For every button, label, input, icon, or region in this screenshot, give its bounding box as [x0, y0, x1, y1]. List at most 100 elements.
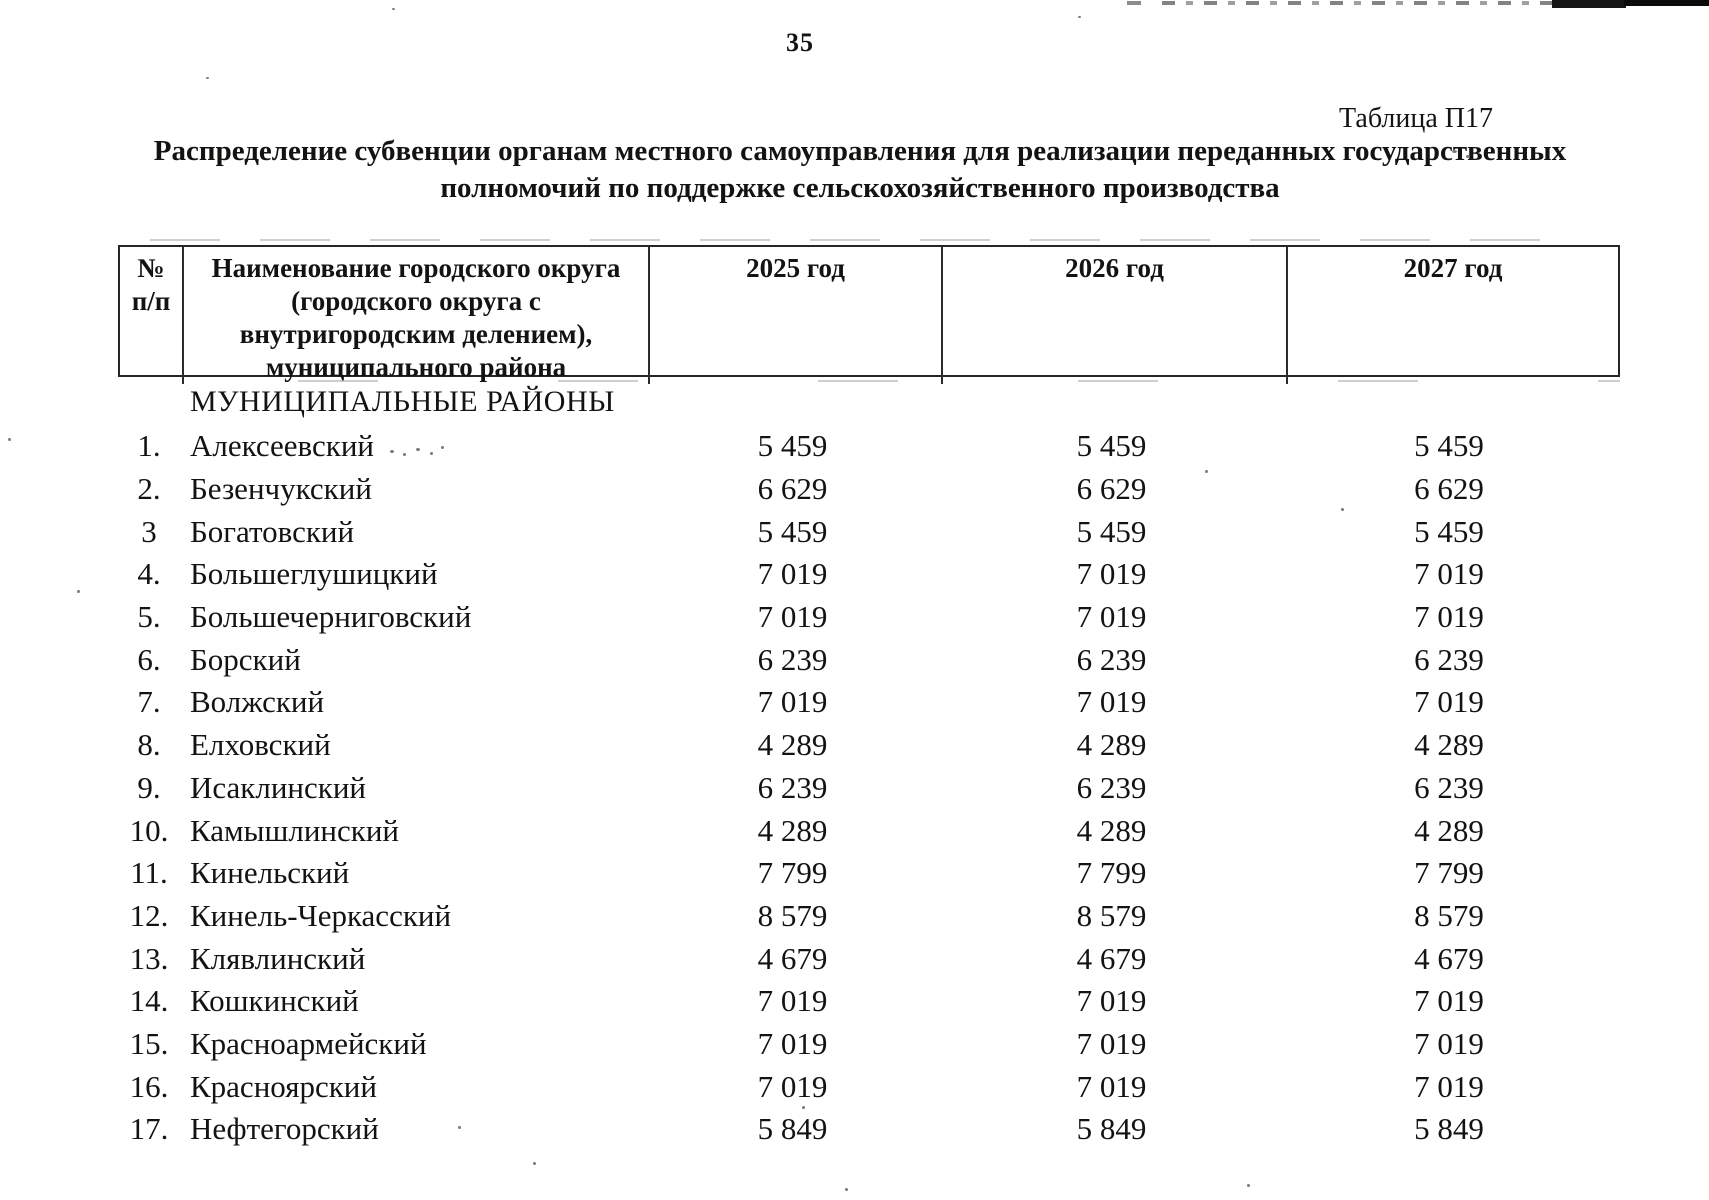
- table-row: 8. Елховский 4 289 4 289 4 289: [118, 724, 1620, 767]
- scan-speck: [403, 453, 406, 456]
- district-name-cell: Красноярский: [190, 1068, 377, 1104]
- row-number-cell: 3: [141, 513, 157, 549]
- table-row: 1. Алексеевский 5 459 5 459 5 459: [118, 425, 1620, 468]
- value-2025-cell: 7 019: [757, 599, 828, 635]
- value-2026-cell: 6 239: [1076, 641, 1147, 677]
- value-2027-cell: 6 629: [1414, 471, 1484, 507]
- value-2027-cell: 6 239: [1414, 769, 1484, 805]
- value-2027-cell: 7 799: [1414, 855, 1484, 891]
- scan-speck: [802, 1106, 805, 1109]
- value-2025-cell: 4 289: [757, 812, 828, 848]
- header-cell-2025: 2025 год: [648, 247, 941, 384]
- value-2027-cell: 7 019: [1414, 1068, 1484, 1104]
- row-number-cell: 1.: [137, 428, 161, 464]
- scan-speck: [206, 77, 209, 79]
- scan-speck: [1078, 16, 1081, 18]
- table-body-rows: 1. Алексеевский 5 459 5 459 5 459 2. Без…: [118, 425, 1620, 1151]
- value-2027-cell: 7 019: [1414, 684, 1484, 720]
- row-number-cell: 6.: [137, 641, 161, 677]
- table-body: МУНИЦИПАЛЬНЫЕ РАЙОНЫ 1. Алексеевский 5 4…: [118, 379, 1620, 1151]
- table-row: 14. Кошкинский 7 019 7 019 7 019: [118, 980, 1620, 1023]
- value-2026-cell: 4 289: [1076, 727, 1147, 763]
- table-caption-label: Таблица П17: [1339, 103, 1493, 134]
- scan-speck: [441, 446, 444, 449]
- table-row: 2. Безенчукский 6 629 6 629 6 629: [118, 468, 1620, 511]
- value-2027-cell: 8 579: [1414, 897, 1484, 933]
- scan-artifact: [1162, 1, 1558, 5]
- row-number-cell: 10.: [129, 812, 169, 848]
- district-name-cell: Исаклинский: [190, 769, 366, 805]
- value-2025-cell: 7 019: [757, 684, 828, 720]
- table-row: 13. Клявлинский 4 679 4 679 4 679: [118, 937, 1620, 980]
- value-2025-cell: 7 019: [757, 556, 828, 592]
- value-2027-cell: 6 239: [1414, 641, 1484, 677]
- table-row: 16. Красноярский 7 019 7 019 7 019: [118, 1065, 1620, 1108]
- scan-speck: [77, 590, 80, 593]
- row-number-cell: 7.: [137, 684, 161, 720]
- header-cell-name: Наименование городского округа (городско…: [182, 247, 648, 384]
- table-row: 11. Кинельский 7 799 7 799 7 799: [118, 852, 1620, 895]
- district-name-cell: Нефтегорский: [190, 1111, 379, 1147]
- value-2026-cell: 7 799: [1076, 855, 1147, 891]
- district-name-cell: Клявлинский: [190, 940, 366, 976]
- value-2025-cell: 6 629: [757, 471, 828, 507]
- value-2027-cell: 7 019: [1414, 599, 1484, 635]
- scan-speck: [416, 448, 420, 451]
- header-cell-2027: 2027 год: [1286, 247, 1618, 384]
- scan-speck: [1452, 150, 1457, 153]
- value-2027-cell: 4 289: [1414, 812, 1484, 848]
- value-2026-cell: 4 679: [1076, 940, 1147, 976]
- value-2027-cell: 5 459: [1414, 428, 1484, 464]
- scan-speck: [8, 438, 11, 441]
- table-row: 9. Исаклинский 6 239 6 239 6 239: [118, 767, 1620, 810]
- value-2026-cell: 7 019: [1076, 599, 1147, 635]
- scan-speck: [1466, 155, 1470, 158]
- value-2025-cell: 5 849: [757, 1111, 828, 1147]
- page-number: 35: [786, 28, 814, 57]
- row-number-cell: 2.: [137, 471, 161, 507]
- district-name-cell: Красноармейский: [190, 1025, 427, 1061]
- table-row: 7. Волжский 7 019 7 019 7 019: [118, 681, 1620, 724]
- value-2026-cell: 7 019: [1076, 1068, 1147, 1104]
- scan-speck: [1205, 470, 1208, 473]
- scan-artifact: [118, 380, 1620, 382]
- district-name-cell: Большеглушицкий: [190, 556, 438, 592]
- district-name-cell: Камышлинский: [190, 812, 399, 848]
- district-name-cell: Богатовский: [190, 513, 355, 549]
- value-2026-cell: 7 019: [1076, 1025, 1147, 1061]
- document-title: Распределение субвенции органам местного…: [100, 133, 1620, 207]
- value-2027-cell: 5 849: [1414, 1111, 1484, 1147]
- row-number-cell: 16.: [129, 1068, 169, 1104]
- row-number-cell: 4.: [137, 556, 161, 592]
- value-2026-cell: 8 579: [1076, 897, 1147, 933]
- table-row: 6. Борский 6 239 6 239 6 239: [118, 638, 1620, 681]
- scan-artifact: [150, 239, 1570, 241]
- scan-speck: [392, 8, 395, 10]
- value-2025-cell: 8 579: [757, 897, 828, 933]
- value-2026-cell: 7 019: [1076, 684, 1147, 720]
- district-name-cell: Безенчукский: [190, 471, 372, 507]
- district-name-cell: Кинель-Черкасский: [190, 897, 452, 933]
- row-number-cell: 13.: [129, 940, 169, 976]
- district-name-cell: Елховский: [190, 727, 331, 763]
- scan-speck: [1247, 1184, 1250, 1187]
- district-name-cell: Волжский: [190, 684, 325, 720]
- district-name-cell: Большечерниговский: [190, 599, 472, 635]
- value-2027-cell: 4 289: [1414, 727, 1484, 763]
- value-2025-cell: 4 679: [757, 940, 828, 976]
- value-2025-cell: 7 019: [757, 983, 828, 1019]
- table-row: 10. Камышлинский 4 289 4 289 4 289: [118, 809, 1620, 852]
- value-2025-cell: 5 459: [757, 428, 828, 464]
- value-2025-cell: 4 289: [757, 727, 828, 763]
- row-number-cell: 17.: [129, 1111, 169, 1147]
- scan-speck: [430, 452, 433, 455]
- table-row: 15. Красноармейский 7 019 7 019 7 019: [118, 1023, 1620, 1066]
- row-number-cell: 9.: [137, 769, 161, 805]
- district-name-cell: Борский: [190, 641, 301, 677]
- value-2026-cell: 6 629: [1076, 471, 1147, 507]
- row-number-cell: 8.: [137, 727, 161, 763]
- value-2026-cell: 7 019: [1076, 983, 1147, 1019]
- table-row: 17. Нефтегорский 5 849 5 849 5 849: [118, 1108, 1620, 1151]
- document-title-line1: Распределение субвенции органам местного…: [153, 135, 1567, 167]
